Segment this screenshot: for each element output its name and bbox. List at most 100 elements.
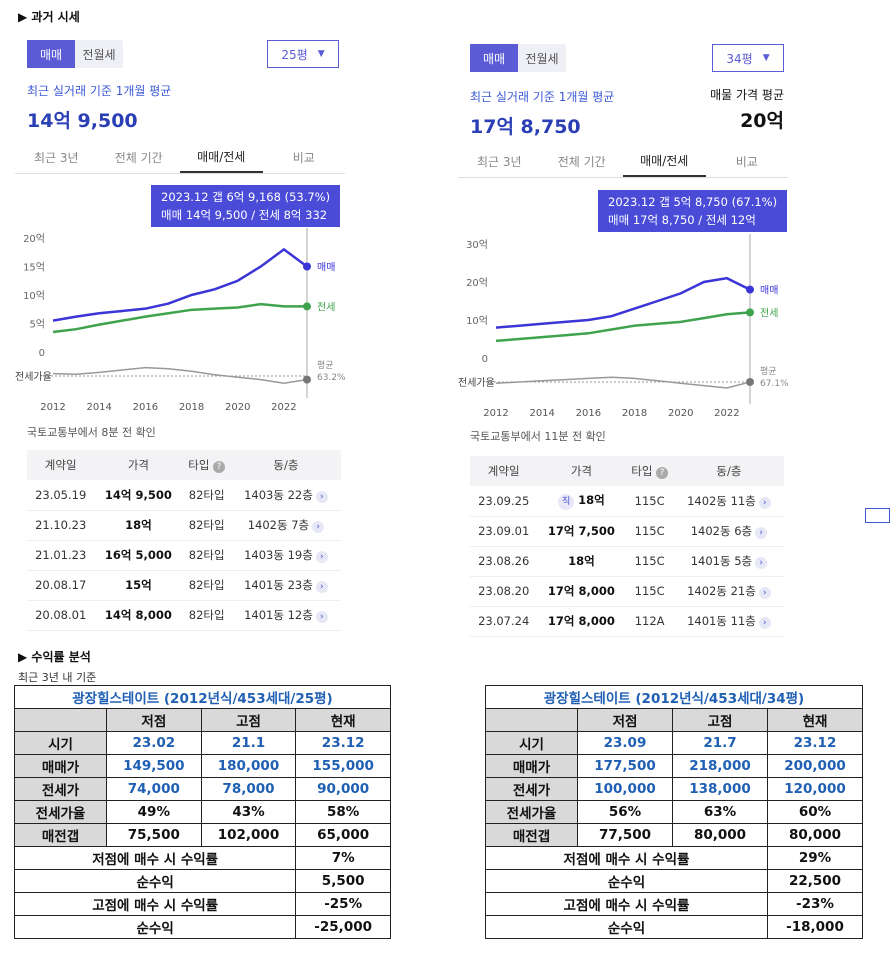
deal-row[interactable]: 21.10.23 18억 82타입 1402동 7층 › xyxy=(27,510,341,541)
deal-price-value: 15억 xyxy=(125,578,152,592)
deal-unit-value: 1401동 23층 xyxy=(244,578,313,592)
return-row: 전세가율 49% 43% 58% xyxy=(14,800,391,824)
help-icon[interactable]: ? xyxy=(656,467,669,479)
row-value: 63% xyxy=(672,800,768,824)
tab-compare[interactable]: 비교 xyxy=(292,151,315,165)
deal-unit-value: 1401동 12층 xyxy=(244,608,313,622)
deal-row[interactable]: 23.09.25 직 18억 115C 1402동 11층 › xyxy=(470,486,784,517)
col-header: 현재 xyxy=(767,708,863,732)
deal-type: 115C xyxy=(625,576,674,607)
return-row: 매전갭 75,500 102,000 65,000 xyxy=(14,823,391,847)
deal-price-value: 18억 xyxy=(125,518,152,532)
series-label: 전세 xyxy=(317,301,335,313)
row-value: 23.12 xyxy=(295,731,391,755)
tab-sale-jeonse[interactable]: 매매/전세 xyxy=(180,142,263,173)
summary-row: 고점에 매수 시 수익률 -23% xyxy=(485,892,863,916)
row-value: 43% xyxy=(200,800,297,824)
col-unit: 동/층 xyxy=(673,456,784,486)
row-value: 78,000 xyxy=(200,777,297,801)
ask-price-value: 20억 xyxy=(740,110,784,132)
deal-unit-value: 1402동 6층 xyxy=(690,524,753,538)
avg-caption: 최근 실거래 기준 1개월 평균 xyxy=(470,90,615,104)
ask-price-label: 매물 가격 평균 xyxy=(710,88,784,102)
return-row: 시기 23.09 21.7 23.12 xyxy=(485,731,863,755)
return-title: 광장힐스테이트 (2012년식/453세대/25평) xyxy=(14,685,391,709)
y-tick-label: 30억 xyxy=(466,239,488,251)
avg-label: 평균 xyxy=(317,360,334,371)
deal-row[interactable]: 23.08.26 18억 115C 1401동 5층 › xyxy=(470,546,784,577)
chevron-right-icon[interactable]: › xyxy=(758,617,771,629)
deal-unit: 1402동 11층 › xyxy=(673,486,784,517)
chevron-right-icon[interactable]: › xyxy=(758,587,771,599)
chevron-right-icon[interactable]: › xyxy=(312,521,325,533)
deal-unit: 1402동 21층 › xyxy=(673,576,784,607)
row-value: 120,000 xyxy=(767,777,863,801)
x-tick-label: 2014 xyxy=(529,408,554,419)
deal-row[interactable]: 23.08.20 17억 8,000 115C 1402동 21층 › xyxy=(470,576,784,607)
deal-row[interactable]: 23.07.24 17억 8,000 112A 1401동 11층 › xyxy=(470,606,784,637)
series-line-0 xyxy=(52,247,308,322)
summary-row: 순수익 5,500 xyxy=(13,869,391,893)
deal-price: 14억 8,000 xyxy=(94,600,183,631)
chevron-right-icon[interactable]: › xyxy=(755,527,768,539)
col-price: 가격 xyxy=(94,450,183,480)
tooltip-gap: 2023.12 갭 5억 8,750 (67.1%) xyxy=(608,195,778,209)
series-end-point xyxy=(303,262,311,271)
deal-price-value: 17억 8,000 xyxy=(547,584,615,598)
chevron-right-icon[interactable]: › xyxy=(315,581,328,593)
size-select[interactable]: 34평 ▼ xyxy=(712,44,784,72)
tab-all-period[interactable]: 전체 기간 xyxy=(114,151,163,165)
tab-compare[interactable]: 비교 xyxy=(735,155,758,169)
blank-header xyxy=(485,708,578,732)
col-type: 타입 ? xyxy=(625,456,674,486)
tab-all-period[interactable]: 전체 기간 xyxy=(557,155,606,169)
series-line-0 xyxy=(495,276,751,329)
row-value: 21.7 xyxy=(672,731,768,755)
tab-rent[interactable]: 전월세 xyxy=(82,47,116,62)
chevron-right-icon[interactable]: › xyxy=(315,611,328,623)
y-tick-label: 20억 xyxy=(23,233,45,245)
tab-recent-3y[interactable]: 최근 3년 xyxy=(476,155,522,169)
size-select[interactable]: 25평 ▼ xyxy=(267,40,339,68)
ratio-end-point xyxy=(303,375,311,384)
deal-row[interactable]: 20.08.17 15억 82타입 1401동 23층 › xyxy=(27,570,341,601)
row-value: 177,500 xyxy=(577,754,673,778)
collapsed-widget[interactable] xyxy=(865,508,890,523)
chevron-right-icon[interactable]: › xyxy=(758,496,771,509)
row-value: 90,000 xyxy=(295,777,391,801)
price-chart[interactable]: 30억 20억 10억 0 2012 2014 2016 2018 2020 2022 매매전세전세… xyxy=(458,234,788,424)
avg-caption: 최근 실거래 기준 1개월 평균 xyxy=(27,84,172,98)
x-tick-label: 2018 xyxy=(622,408,647,419)
col-header: 현재 xyxy=(295,708,391,732)
past-price-section-title: ▶ 과거 시세 xyxy=(18,10,80,24)
col-type-label: 타입 xyxy=(188,458,210,472)
tab-sale-jeonse[interactable]: 매매/전세 xyxy=(623,146,706,177)
deal-row[interactable]: 20.08.01 14억 8,000 82타입 1401동 12층 › xyxy=(27,600,341,631)
x-tick-label: 2020 xyxy=(225,402,250,413)
deal-type: 115C xyxy=(625,486,674,517)
x-tick-label: 2022 xyxy=(714,408,739,419)
period-tabs: 최근 3년 전체 기간 매매/전세 비교 xyxy=(15,142,345,174)
x-tick-label: 2016 xyxy=(133,402,158,413)
tab-rent[interactable]: 전월세 xyxy=(525,51,559,66)
deal-row[interactable]: 23.05.19 14억 9,500 82타입 1403동 22층 › xyxy=(27,480,341,511)
summary-value: 29% xyxy=(767,846,863,870)
row-label: 전세가 xyxy=(485,777,578,801)
series-end-point xyxy=(303,302,311,311)
summary-row: 순수익 -25,000 xyxy=(13,915,391,939)
chevron-right-icon[interactable]: › xyxy=(315,551,328,563)
tab-sale[interactable]: 매매 xyxy=(27,40,75,68)
chevron-right-icon[interactable]: › xyxy=(315,490,328,503)
help-icon[interactable]: ? xyxy=(213,461,226,473)
deal-row[interactable]: 23.09.01 17억 7,500 115C 1402동 6층 › xyxy=(470,516,784,547)
chevron-right-icon[interactable]: › xyxy=(755,557,768,569)
deal-type: 115C xyxy=(625,546,674,577)
summary-label: 고점에 매수 시 수익률 xyxy=(485,892,768,916)
deal-row[interactable]: 21.01.23 16억 5,000 82타입 1403동 19층 › xyxy=(27,540,341,571)
series-end-point xyxy=(746,285,754,294)
deal-price-value: 18억 xyxy=(568,554,595,568)
tab-recent-3y[interactable]: 최근 3년 xyxy=(33,151,79,165)
tab-sale[interactable]: 매매 xyxy=(470,44,518,72)
price-chart[interactable]: 20억 15억 10억 5억 0 2012 2014 2016 2018 2020 2022 매매전세… xyxy=(15,228,345,418)
row-value: 218,000 xyxy=(672,754,768,778)
